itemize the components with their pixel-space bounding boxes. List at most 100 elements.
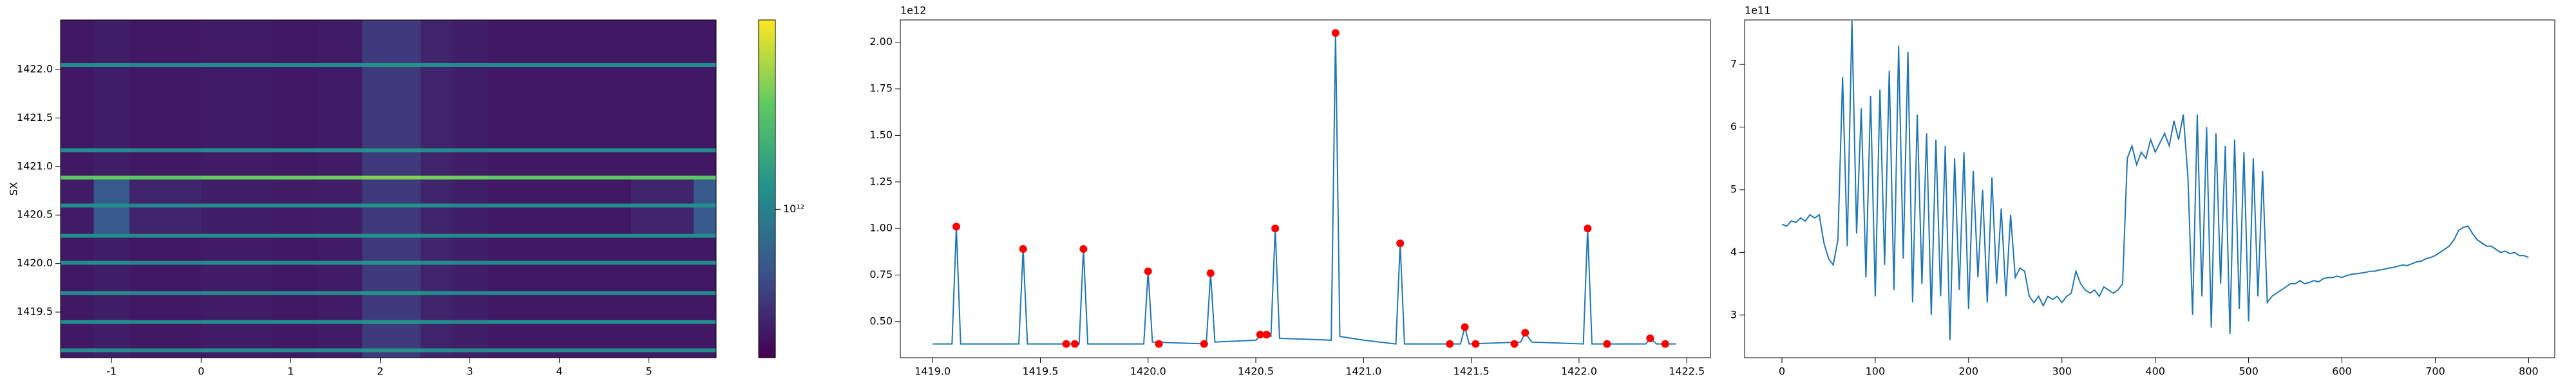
heat-cell bbox=[93, 179, 130, 204]
x-tick-label: 300 bbox=[2052, 365, 2072, 378]
heat-cell bbox=[93, 351, 130, 358]
heat-cell bbox=[694, 179, 716, 204]
heat-cell bbox=[694, 351, 716, 358]
x-tick-label: 100 bbox=[1866, 365, 1886, 378]
y-tick-label: 5 bbox=[1730, 183, 1737, 195]
heat-cell bbox=[93, 324, 130, 349]
heat-cell bbox=[129, 351, 202, 358]
heat-cell bbox=[630, 237, 694, 261]
heat-cell bbox=[317, 290, 363, 295]
heat-cell bbox=[272, 152, 318, 176]
peak-marker bbox=[952, 223, 960, 231]
heat-cell bbox=[362, 294, 421, 320]
heat-cell bbox=[362, 351, 421, 358]
heat-cell bbox=[421, 66, 453, 149]
peak-marker bbox=[1144, 267, 1152, 275]
heat-cell bbox=[451, 320, 488, 324]
heat-cell bbox=[362, 264, 421, 291]
heat-cell bbox=[93, 207, 130, 234]
heat-cell bbox=[201, 294, 274, 320]
heat-cell bbox=[421, 203, 453, 208]
heat-cell bbox=[421, 62, 453, 67]
heat-cell bbox=[421, 324, 453, 349]
y-tick-label: 1420.5 bbox=[17, 208, 53, 221]
y-tick-label: 1419.5 bbox=[17, 306, 53, 318]
heat-cell bbox=[61, 290, 94, 295]
heat-cell bbox=[694, 290, 716, 295]
heat-cell bbox=[451, 233, 488, 238]
x-tick-label: 200 bbox=[1959, 365, 1979, 378]
heat-cell bbox=[694, 148, 716, 152]
heat-cell bbox=[694, 320, 716, 324]
heat-cell bbox=[421, 294, 453, 320]
heat-cell bbox=[129, 148, 202, 152]
heat-cell bbox=[317, 237, 363, 261]
y-tick-label: 1420.0 bbox=[17, 257, 53, 269]
heat-cell bbox=[421, 148, 453, 152]
y-tick-label: 2.00 bbox=[869, 35, 893, 48]
heat-cell bbox=[61, 203, 94, 208]
y-tick-label: 1.75 bbox=[869, 82, 893, 95]
heat-cell bbox=[129, 261, 202, 265]
y-tick-label: 4 bbox=[1730, 246, 1737, 258]
heat-cell bbox=[362, 233, 421, 238]
colorbar bbox=[759, 20, 775, 358]
heat-cell bbox=[201, 203, 274, 208]
panel: 1e12 1419.0 1419.5 1420.0 1420.5 1421.0 1421.5… bbox=[869, 5, 1711, 378]
heat-cell bbox=[61, 20, 94, 63]
heat-cell bbox=[630, 175, 694, 179]
heat-cell bbox=[421, 175, 453, 179]
x-tick-label: -1 bbox=[106, 365, 117, 378]
heat-cell bbox=[421, 290, 453, 295]
heat-cell bbox=[694, 152, 716, 176]
peak-marker bbox=[1396, 239, 1405, 248]
heat-cell bbox=[129, 207, 202, 234]
heat-cell bbox=[488, 290, 632, 295]
heat-cell bbox=[488, 179, 632, 204]
heat-cell bbox=[61, 324, 94, 349]
heat-cell bbox=[317, 294, 363, 320]
heat-cell bbox=[61, 233, 94, 238]
heat-cell bbox=[451, 294, 488, 320]
heat-cell bbox=[694, 203, 716, 208]
heat-cell bbox=[93, 148, 130, 152]
x-tick-label: 600 bbox=[2332, 365, 2352, 378]
y-tick-label: 3 bbox=[1730, 308, 1737, 320]
heat-cell bbox=[272, 261, 318, 265]
heat-cell bbox=[630, 152, 694, 176]
heat-cell bbox=[61, 179, 94, 204]
axes-frame bbox=[1744, 19, 2555, 358]
heat-cell bbox=[272, 148, 318, 152]
heat-cell bbox=[93, 233, 130, 238]
heat-cell bbox=[272, 20, 318, 63]
heat-cell bbox=[272, 320, 318, 324]
heat-cell bbox=[61, 66, 94, 149]
heat-cell bbox=[421, 320, 453, 324]
heat-cell bbox=[451, 261, 488, 265]
heat-cell bbox=[451, 148, 488, 152]
heat-cell bbox=[129, 290, 202, 295]
heat-cell bbox=[317, 148, 363, 152]
peak-marker bbox=[1256, 331, 1264, 339]
peak-marker bbox=[1206, 269, 1215, 277]
y-tick-label: 1.50 bbox=[869, 129, 893, 141]
heat-cell bbox=[630, 347, 694, 353]
heat-cell bbox=[317, 203, 363, 208]
heat-cell bbox=[488, 320, 632, 324]
peak-marker bbox=[1071, 340, 1079, 348]
heat-cell bbox=[272, 203, 318, 208]
heat-cell bbox=[317, 347, 363, 353]
heat-cell bbox=[317, 233, 363, 238]
heat-cell bbox=[129, 203, 202, 208]
y-tick-label: 6 bbox=[1730, 120, 1737, 133]
heat-cell bbox=[694, 20, 716, 63]
heat-cell bbox=[488, 264, 632, 291]
heat-cell bbox=[421, 237, 453, 261]
heat-cell bbox=[488, 152, 632, 176]
axes-frame bbox=[900, 19, 1711, 358]
heat-cell bbox=[272, 175, 318, 179]
heat-cell bbox=[272, 264, 318, 291]
heat-cell bbox=[362, 152, 421, 176]
y-tick-label: 7 bbox=[1730, 58, 1737, 70]
heat-cell bbox=[451, 20, 488, 63]
